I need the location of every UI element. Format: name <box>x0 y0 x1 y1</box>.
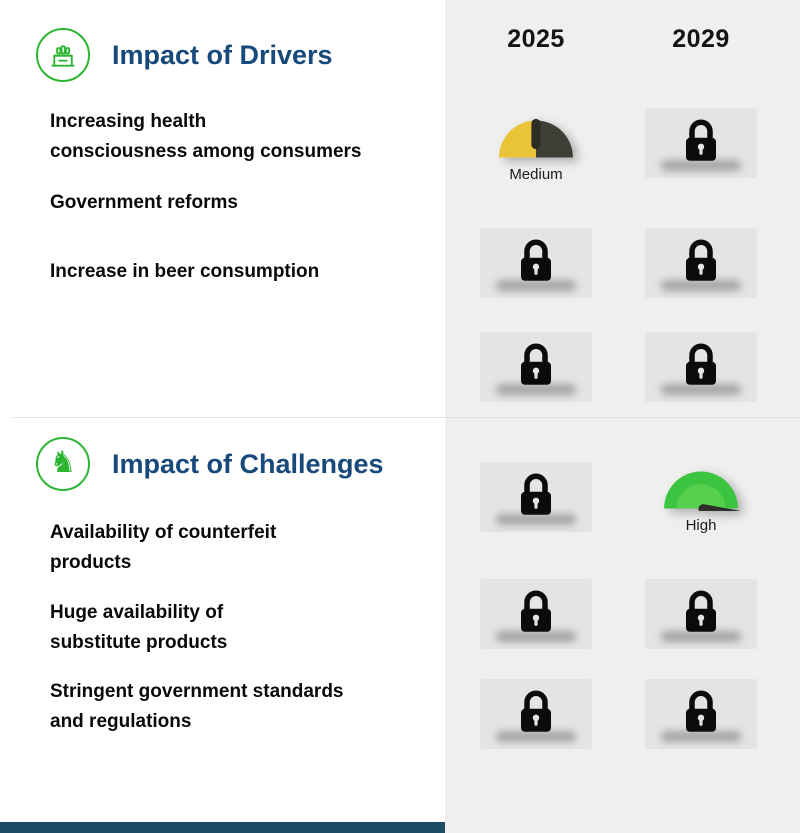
footer-accent-bar <box>0 822 445 833</box>
column-header-2029: 2029 <box>672 25 730 53</box>
blurred-text <box>496 384 576 395</box>
lock-icon <box>686 239 716 281</box>
blurred-text <box>661 280 741 291</box>
lock-icon <box>521 473 551 515</box>
blurred-text <box>661 631 741 642</box>
locked-value-tile <box>480 579 592 649</box>
section-divider <box>12 417 800 418</box>
blurred-text <box>496 731 576 742</box>
locked-value-tile <box>645 579 757 649</box>
locked-value-tile <box>645 108 757 178</box>
lock-icon <box>521 590 551 632</box>
gauge-label: High <box>685 517 717 534</box>
driver-item: Increasing health consciousness among co… <box>50 111 362 162</box>
blurred-text <box>661 731 741 742</box>
blurred-text <box>496 280 576 291</box>
blurred-text <box>661 160 741 171</box>
challenge-item: Stringent government standards and regul… <box>50 681 344 732</box>
locked-value-tile <box>645 228 757 298</box>
challenge-item: Huge availability of substitute products <box>50 602 228 653</box>
locked-value-tile <box>480 228 592 298</box>
lock-icon <box>521 239 551 281</box>
challenges-section-header: ♞ Impact of Challenges <box>36 437 384 491</box>
gauge-high-dial <box>664 471 744 520</box>
locked-value-tile <box>480 679 592 749</box>
locked-value-tile <box>480 462 592 532</box>
locked-value-tile <box>645 332 757 402</box>
locked-value-tile <box>480 332 592 402</box>
blurred-text <box>496 514 576 525</box>
driver-item: Government reforms <box>50 192 238 213</box>
lock-icon <box>521 690 551 732</box>
gauge-label: Medium <box>509 166 563 183</box>
challenge-item: Availability of counterfeit products <box>50 522 277 573</box>
chess-knight-glyph: ♞ <box>49 446 77 479</box>
column-header-2025: 2025 <box>507 25 565 53</box>
drivers-title: Impact of Drivers <box>112 39 333 70</box>
impact-gauge-medium: Medium <box>494 113 578 183</box>
blurred-text <box>661 384 741 395</box>
lock-icon <box>686 690 716 732</box>
lock-icon <box>521 343 551 385</box>
drivers-section-header: Impact of Drivers <box>36 28 333 82</box>
impact-gauge-high: High <box>659 464 744 534</box>
challenges-title: Impact of Challenges <box>112 448 384 479</box>
lock-icon <box>686 343 716 385</box>
lock-icon <box>686 119 716 161</box>
chess-knight-icon: ♞ <box>36 437 90 491</box>
bottling-machine-icon <box>36 28 90 82</box>
lock-icon <box>686 590 716 632</box>
gauge-medium-dial <box>499 118 573 158</box>
blurred-text <box>496 631 576 642</box>
locked-value-tile <box>645 679 757 749</box>
driver-item: Increase in beer consumption <box>50 261 320 282</box>
